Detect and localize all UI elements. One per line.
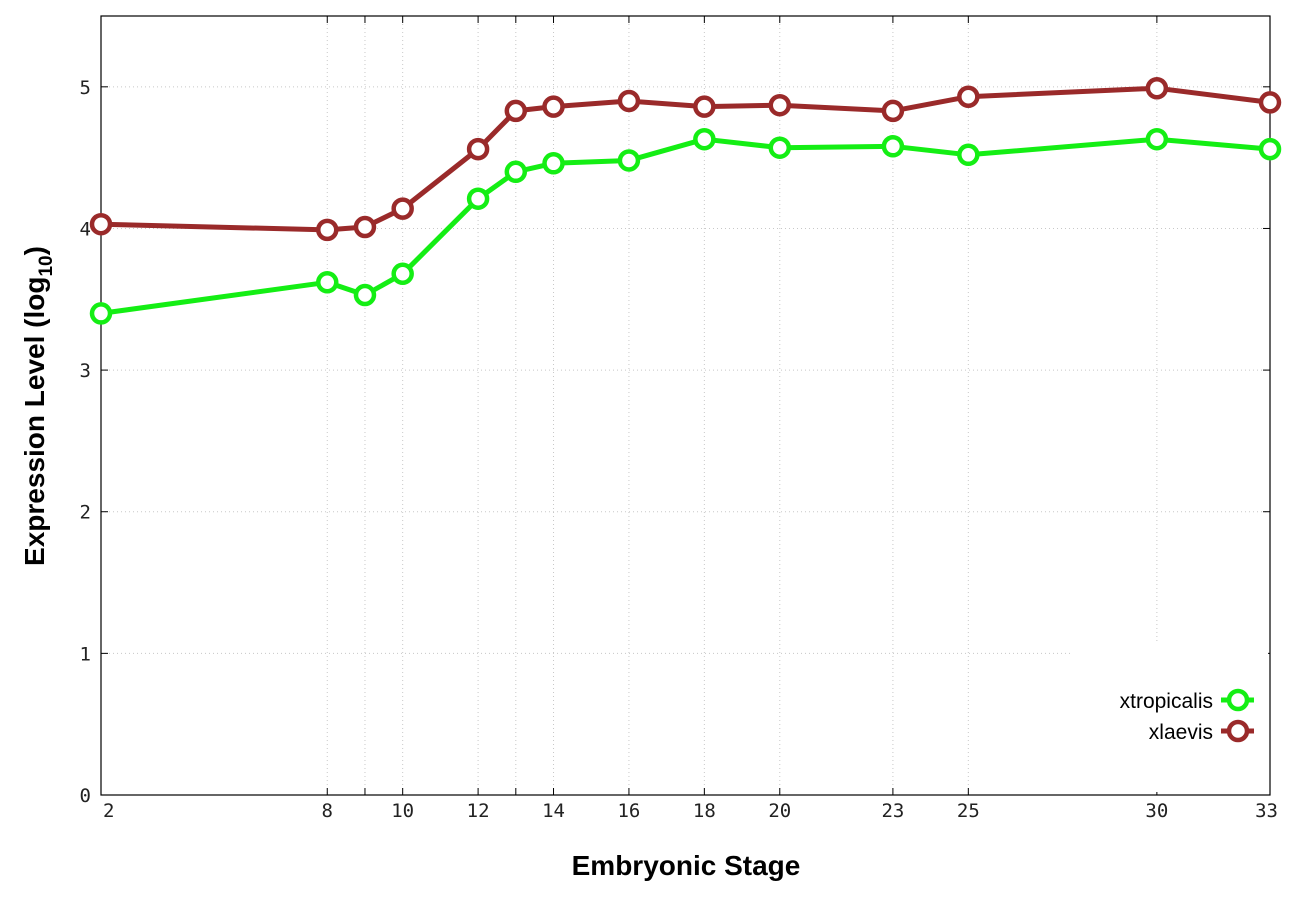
data-point-xlaevis <box>617 89 641 113</box>
data-point-xtropicalis <box>316 271 339 294</box>
y-axis-title-subscript: 10 <box>36 255 57 276</box>
x-axis-title: Embryonic Stage <box>572 850 801 881</box>
data-point-xlaevis <box>768 93 792 117</box>
x-tick-label: 25 <box>957 800 980 822</box>
data-point-xlaevis <box>1258 91 1282 114</box>
plot-frame <box>100 15 1271 796</box>
data-point-xtropicalis <box>504 160 528 184</box>
data-point-xlaevis <box>957 85 980 108</box>
x-tick-label: 18 <box>693 800 716 822</box>
data-point-xlaevis <box>89 212 113 236</box>
data-point-xtropicalis <box>1145 127 1169 151</box>
y-tick-label: 2 <box>80 502 91 524</box>
x-tick-label: 10 <box>391 800 414 822</box>
legend: xtropicalis xlaevis <box>1072 642 1268 792</box>
x-tick-label: 30 <box>1145 800 1168 822</box>
series-xtropicalis <box>89 127 1282 325</box>
y-axis-title-main: Expression Level (log <box>19 277 50 566</box>
x-tick-label: 23 <box>881 800 904 822</box>
data-point-xtropicalis <box>617 149 641 172</box>
x-tick-label: 2 <box>103 800 114 822</box>
data-point-xlaevis <box>391 197 414 220</box>
legend-label-xtropicalis: xtropicalis <box>1120 690 1213 713</box>
y-tick-label: 0 <box>80 785 91 807</box>
y-tick-label: 3 <box>80 360 91 382</box>
data-point-xtropicalis <box>881 135 905 158</box>
y-tick-label: 4 <box>80 218 91 240</box>
legend-background <box>1072 642 1268 792</box>
grid <box>101 16 1270 795</box>
x-tick-label: 12 <box>467 800 490 822</box>
data-point-xlaevis <box>466 137 490 161</box>
y-tick-label: 1 <box>80 643 91 665</box>
data-point-xlaevis <box>1145 76 1169 100</box>
series-layer <box>89 76 1282 325</box>
data-point-xtropicalis <box>693 127 716 151</box>
data-point-xlaevis <box>693 95 716 118</box>
data-point-xlaevis <box>881 99 905 123</box>
x-tick-label: 16 <box>617 800 640 822</box>
data-point-xtropicalis <box>768 136 792 159</box>
data-point-xtropicalis <box>1258 137 1282 161</box>
legend-marker-xtropicalis <box>1226 688 1250 712</box>
data-point-xlaevis <box>316 218 339 242</box>
data-point-xtropicalis <box>89 302 113 325</box>
data-point-xlaevis <box>504 99 528 123</box>
data-point-xlaevis <box>353 215 377 239</box>
legend-marker-xlaevis <box>1226 719 1250 743</box>
x-tick-label: 33 <box>1255 800 1278 822</box>
data-point-xtropicalis <box>957 143 980 167</box>
data-point-xtropicalis <box>466 187 490 210</box>
x-tick-label: 20 <box>768 800 791 822</box>
data-point-xtropicalis <box>391 262 414 286</box>
data-point-xtropicalis <box>353 283 377 307</box>
x-tick-label: 14 <box>542 800 565 822</box>
y-axis-title: Expression Level (log10) <box>19 246 57 566</box>
y-tick-label: 5 <box>80 77 91 99</box>
data-point-xlaevis <box>542 95 565 118</box>
y-axis-title-close: ) <box>19 246 50 255</box>
data-point-xtropicalis <box>542 152 565 175</box>
series-xlaevis <box>89 76 1282 242</box>
x-tick-label: 8 <box>322 800 333 822</box>
legend-label-xlaevis: xlaevis <box>1149 721 1213 744</box>
